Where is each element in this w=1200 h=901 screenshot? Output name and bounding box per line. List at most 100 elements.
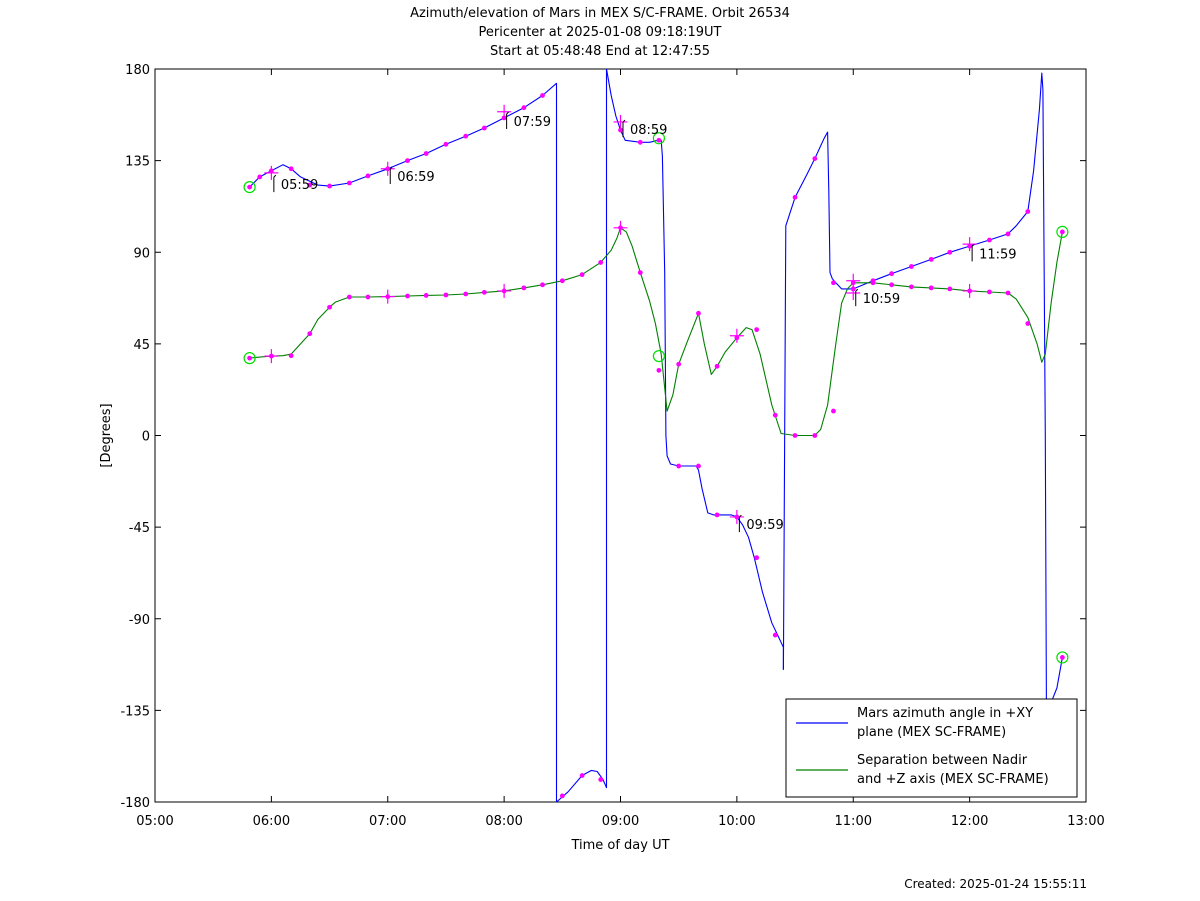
sample-dot — [792, 433, 798, 438]
sample-dot — [598, 777, 604, 783]
sample-dot — [423, 151, 429, 156]
series-line-0 — [782, 72, 1047, 701]
sample-dot — [288, 166, 294, 172]
sample-dot — [579, 773, 585, 778]
annotation-label: 10:59 — [863, 292, 900, 307]
sample-dot — [696, 463, 701, 469]
hour-marker — [729, 509, 744, 524]
hour-marker — [613, 220, 628, 235]
x-tick-label: 12:00 — [951, 814, 988, 829]
legend-label: and +Z axis (MEX SC-FRAME) — [857, 772, 1049, 787]
sample-dot — [714, 363, 720, 369]
sample-dot — [656, 137, 662, 143]
sample-dot — [579, 272, 585, 278]
annotation-label: 08:59 — [630, 123, 667, 138]
x-tick-label: 09:00 — [602, 814, 639, 829]
sample-dot — [1059, 229, 1065, 235]
title-line: Pericenter at 2025-01-08 09:18:19UT — [478, 25, 721, 40]
title-line: Azimuth/elevation of Mars in MEX S/C-FRA… — [410, 6, 790, 21]
chart-title: Azimuth/elevation of Mars in MEX S/C-FRA… — [410, 6, 790, 59]
y-tick-label: 90 — [133, 246, 150, 261]
time-annotation: 07:59 — [506, 111, 551, 130]
sample-dot — [947, 286, 953, 292]
time-annotation: 06:59 — [389, 166, 435, 185]
sample-dot — [772, 632, 778, 638]
annotation-label: 07:59 — [514, 115, 551, 130]
sample-dot — [696, 310, 701, 316]
hour-marker — [497, 104, 512, 119]
start-end-marker — [652, 132, 666, 145]
annotation-tick — [971, 243, 975, 262]
hour-marker — [962, 283, 977, 298]
legend-label: Mars azimuth angle in +XY — [857, 706, 1033, 721]
sample-dot — [247, 184, 253, 190]
sample-dot — [327, 304, 332, 310]
sample-dot — [540, 282, 545, 288]
start-end-marker — [652, 349, 666, 363]
hour-marker — [846, 285, 861, 300]
sample-dot — [676, 361, 682, 367]
start-end-marker — [1056, 651, 1069, 664]
sample-dot — [870, 280, 876, 286]
sample-dot — [247, 355, 253, 361]
sample-dot — [754, 327, 760, 333]
sample-dot — [831, 408, 836, 414]
sample-dot — [928, 256, 934, 262]
sample-dot — [637, 270, 643, 276]
x-axis-label: Time of day UT — [570, 838, 669, 853]
time-annotation: 08:59 — [622, 119, 667, 138]
y-axis-label: [Degrees] — [99, 403, 114, 467]
x-tick-labels: 05:00 06:00 07:00 08:00 09:00 10:00 11:00 12:00… — [136, 814, 1104, 829]
series-line-1 — [249, 227, 1063, 437]
start-end-marker — [243, 180, 256, 194]
markers — [243, 93, 1069, 799]
sample-dot — [831, 280, 836, 286]
annotation-tick — [506, 111, 509, 129]
sample-dot — [405, 158, 410, 164]
sample-dot — [1005, 290, 1011, 296]
hour-marker — [380, 289, 395, 304]
time-annotations: 05:59 06:59 07:59 08:59 09:59 10:59 11:59 — [273, 111, 1017, 533]
sample-dot — [307, 331, 313, 337]
y-tick-label: -180 — [120, 796, 150, 811]
sample-dot — [559, 278, 565, 284]
sample-dot — [656, 367, 662, 373]
sample-dot — [346, 180, 352, 186]
annotation-label: 11:59 — [979, 247, 1016, 262]
sample-dot — [714, 512, 720, 518]
legend-label: Separation between Nadir — [857, 753, 1028, 768]
sample-dot — [889, 271, 895, 277]
sample-dot — [598, 260, 604, 265]
annotation-tick — [389, 166, 393, 184]
sample-dot — [987, 237, 992, 243]
sample-dot — [676, 463, 682, 469]
annotation-label: 09:59 — [746, 518, 783, 533]
sample-dot — [405, 293, 410, 299]
y-tick-labels: 180 135 90 45 0 -45 -90 -135 -180 — [120, 63, 150, 811]
sample-dot — [792, 194, 798, 200]
sample-dot — [365, 294, 371, 300]
sample-dot — [521, 105, 527, 111]
legend: Mars azimuth angle in +XY plane (MEX SC-F… — [785, 698, 1078, 798]
sample-dot — [637, 139, 643, 145]
x-tick-label: 13:00 — [1067, 814, 1104, 829]
annotation-tick — [738, 514, 742, 533]
sample-dot — [1025, 209, 1031, 214]
hour-marker — [497, 283, 512, 298]
sample-dot — [812, 156, 818, 161]
hour-marker — [846, 273, 861, 288]
y-tick-label: -45 — [129, 521, 150, 536]
sample-dot — [327, 183, 332, 189]
sample-dot — [1005, 231, 1011, 237]
annotation-tick — [855, 288, 859, 307]
hour-marker — [264, 349, 279, 364]
sample-dot — [521, 285, 527, 291]
hour-marker — [729, 328, 744, 343]
y-tick-label: -135 — [120, 704, 150, 719]
sample-dot — [812, 433, 818, 438]
legend-box — [785, 698, 1078, 798]
sample-dot — [443, 292, 449, 298]
sample-dot — [928, 285, 934, 291]
x-tick-label: 07:00 — [369, 814, 406, 829]
